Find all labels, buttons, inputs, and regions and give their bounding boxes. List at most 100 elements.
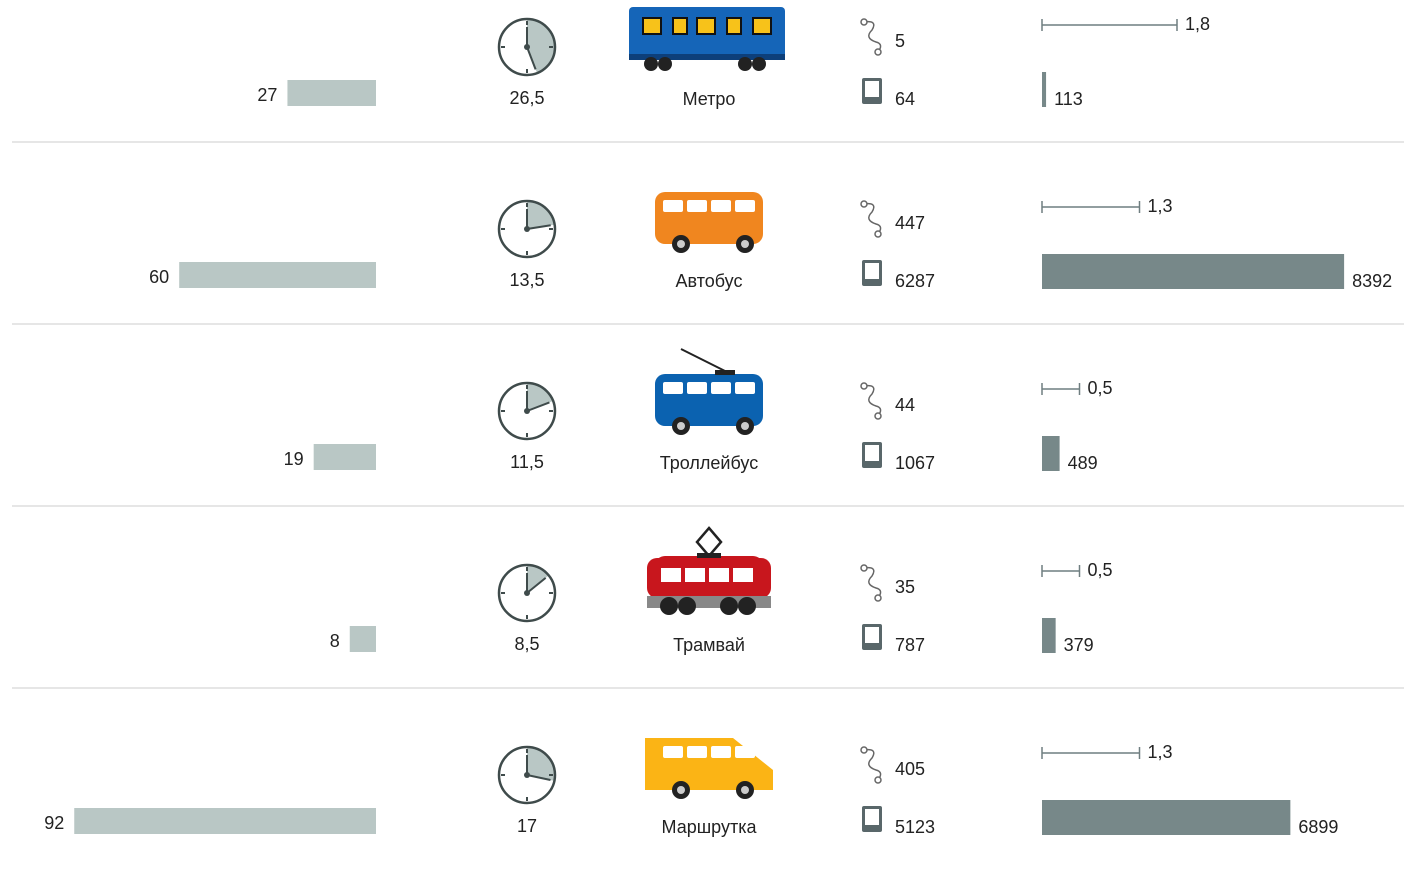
window [685, 568, 705, 582]
clock-center [524, 408, 530, 414]
window [735, 746, 755, 758]
pole [681, 349, 729, 373]
clock-center [524, 772, 530, 778]
hub [741, 422, 749, 430]
route-dot [875, 413, 881, 419]
wheel [752, 57, 766, 71]
route-icon [864, 386, 881, 416]
vehicle-name: Троллейбус [660, 453, 758, 473]
time-label: 8,5 [514, 634, 539, 654]
stop-icon-inner [865, 81, 879, 97]
route-dot [861, 565, 867, 571]
distance-label: 0,5 [1088, 560, 1113, 580]
stops-label: 5123 [895, 817, 935, 837]
vehicle-icon [647, 528, 771, 615]
window [727, 18, 741, 34]
routes-label: 405 [895, 759, 925, 779]
window [673, 18, 687, 34]
body [645, 738, 773, 790]
wheel [738, 57, 752, 71]
stops-label: 6287 [895, 271, 935, 291]
stop-icon-inner [865, 809, 879, 825]
routes-label: 5 [895, 31, 905, 51]
window [643, 18, 661, 34]
vehicle-icon [629, 7, 785, 71]
window [735, 382, 755, 394]
share-label: 27 [257, 85, 277, 105]
distance-label: 0,5 [1088, 378, 1113, 398]
window [687, 746, 707, 758]
window [733, 568, 753, 582]
window [697, 18, 715, 34]
window [711, 382, 731, 394]
routes-label: 35 [895, 577, 915, 597]
count-bar [1042, 436, 1060, 471]
route-dot [875, 231, 881, 237]
hub [741, 786, 749, 794]
clock-center [524, 226, 530, 232]
vehicle-name: Метро [683, 89, 736, 109]
share-bar [350, 626, 376, 652]
wheel [678, 597, 696, 615]
share-bar [179, 262, 376, 288]
route-dot [861, 19, 867, 25]
share-bar [314, 444, 376, 470]
window [711, 746, 731, 758]
time-label: 17 [517, 816, 537, 836]
hub [677, 422, 685, 430]
routes-label: 44 [895, 395, 915, 415]
route-icon [864, 568, 881, 598]
distance-label: 1,8 [1185, 14, 1210, 34]
time-label: 11,5 [510, 452, 544, 472]
count-label: 8392 [1352, 271, 1392, 291]
vehicle-icon [655, 349, 763, 435]
time-label: 13,5 [509, 270, 544, 290]
wheel [738, 597, 756, 615]
hub [677, 786, 685, 794]
vehicle-name: Трамвай [673, 635, 745, 655]
window [753, 18, 771, 34]
window [687, 200, 707, 212]
wheel [658, 57, 672, 71]
route-dot [861, 747, 867, 753]
stop-icon-inner [865, 263, 879, 279]
count-label: 489 [1068, 453, 1098, 473]
window [663, 382, 683, 394]
stop-icon-inner [865, 627, 879, 643]
window [735, 200, 755, 212]
share-bar [287, 80, 376, 106]
count-label: 113 [1054, 89, 1083, 109]
share-label: 8 [330, 631, 340, 651]
clock-center [524, 44, 530, 50]
count-bar [1042, 618, 1056, 653]
route-dot [861, 201, 867, 207]
stops-label: 787 [895, 635, 925, 655]
window [661, 568, 681, 582]
pole-base [715, 370, 735, 375]
infographic: 2726,5Метро5641,81136013,5Автобус4476287… [0, 0, 1407, 869]
route-dot [861, 383, 867, 389]
vehicle-icon [645, 738, 773, 799]
window [709, 568, 729, 582]
stops-label: 1067 [895, 453, 935, 473]
share-label: 60 [149, 267, 169, 287]
wheel [644, 57, 658, 71]
share-label: 92 [44, 813, 64, 833]
distance-label: 1,3 [1148, 196, 1173, 216]
window [687, 382, 707, 394]
vehicle-name: Маршрутка [662, 817, 758, 837]
stop-icon-inner [865, 445, 879, 461]
pantograph [697, 528, 721, 556]
count-label: 6899 [1298, 817, 1338, 837]
hub [741, 240, 749, 248]
route-dot [875, 777, 881, 783]
route-icon [864, 750, 881, 780]
share-label: 19 [284, 449, 304, 469]
route-icon [864, 22, 881, 52]
stops-label: 64 [895, 89, 915, 109]
wheel [660, 597, 678, 615]
window [663, 200, 683, 212]
route-icon [864, 204, 881, 234]
count-bar [1042, 254, 1344, 289]
hub [677, 240, 685, 248]
